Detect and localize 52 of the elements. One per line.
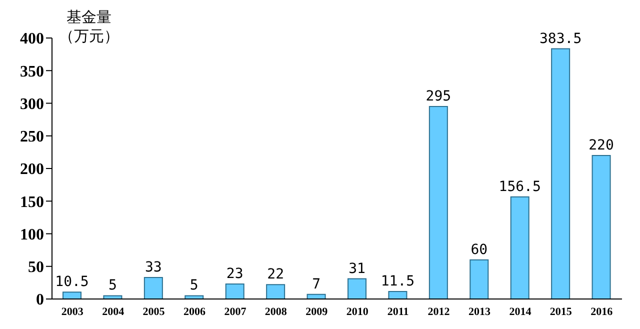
x-tick-label: 2015 — [550, 306, 572, 318]
x-tick-label: 2009 — [306, 306, 328, 318]
y-axis-title: 基金量（万元） — [58, 8, 120, 46]
x-tick-label: 2011 — [387, 306, 409, 318]
bar — [144, 276, 163, 299]
y-tick-label: 0 — [36, 292, 44, 309]
data-label: 23 — [226, 266, 244, 282]
bar — [103, 295, 122, 299]
bar — [348, 278, 366, 299]
bar — [592, 154, 611, 299]
data-label: 7 — [312, 276, 321, 292]
x-tick-label: 2016 — [590, 306, 614, 318]
data-label: 33 — [145, 259, 162, 276]
y-tick-label: 50 — [28, 259, 44, 276]
x-tick-label: 2014 — [509, 306, 532, 318]
bar — [62, 292, 82, 299]
bar — [184, 295, 204, 299]
data-label: 156.5 — [498, 178, 541, 195]
bar — [470, 259, 489, 299]
data-label: 295 — [426, 88, 452, 105]
bar — [510, 196, 530, 299]
y-tick-label: 350 — [20, 63, 44, 80]
x-tick-label: 2007 — [224, 306, 247, 318]
x-tick-label: 2006 — [184, 306, 206, 318]
data-label: 22 — [267, 266, 284, 283]
x-tick-label: 2005 — [142, 306, 166, 318]
data-label: 31 — [348, 260, 366, 277]
y-tick-label: 150 — [20, 194, 44, 211]
y-tick-label: 200 — [20, 161, 44, 178]
x-tick-label: 2013 — [468, 306, 491, 318]
x-tick-label: 2010 — [346, 306, 369, 318]
y-tick-label: 400 — [20, 30, 44, 48]
data-label: 383.5 — [539, 30, 582, 47]
bar — [388, 290, 408, 299]
x-tick-label: 2004 — [102, 306, 125, 318]
x-tick-label: 2003 — [61, 306, 84, 318]
bar — [306, 294, 326, 299]
bar — [428, 106, 448, 299]
data-label: 5 — [190, 278, 198, 294]
x-tick-label: 2008 — [264, 306, 288, 318]
y-tick-label: 100 — [20, 226, 44, 244]
y-tick-label: 250 — [20, 128, 44, 146]
data-label: 60 — [470, 242, 488, 258]
x-tick-label: 2012 — [428, 306, 450, 318]
data-label: 11.5 — [380, 273, 415, 290]
bar — [266, 284, 286, 299]
data-label: 220 — [588, 137, 614, 154]
data-label: 10.5 — [55, 274, 89, 290]
data-label: 5 — [108, 278, 117, 294]
bar — [225, 283, 244, 299]
y-tick-label: 300 — [20, 96, 44, 113]
bar — [551, 48, 570, 299]
